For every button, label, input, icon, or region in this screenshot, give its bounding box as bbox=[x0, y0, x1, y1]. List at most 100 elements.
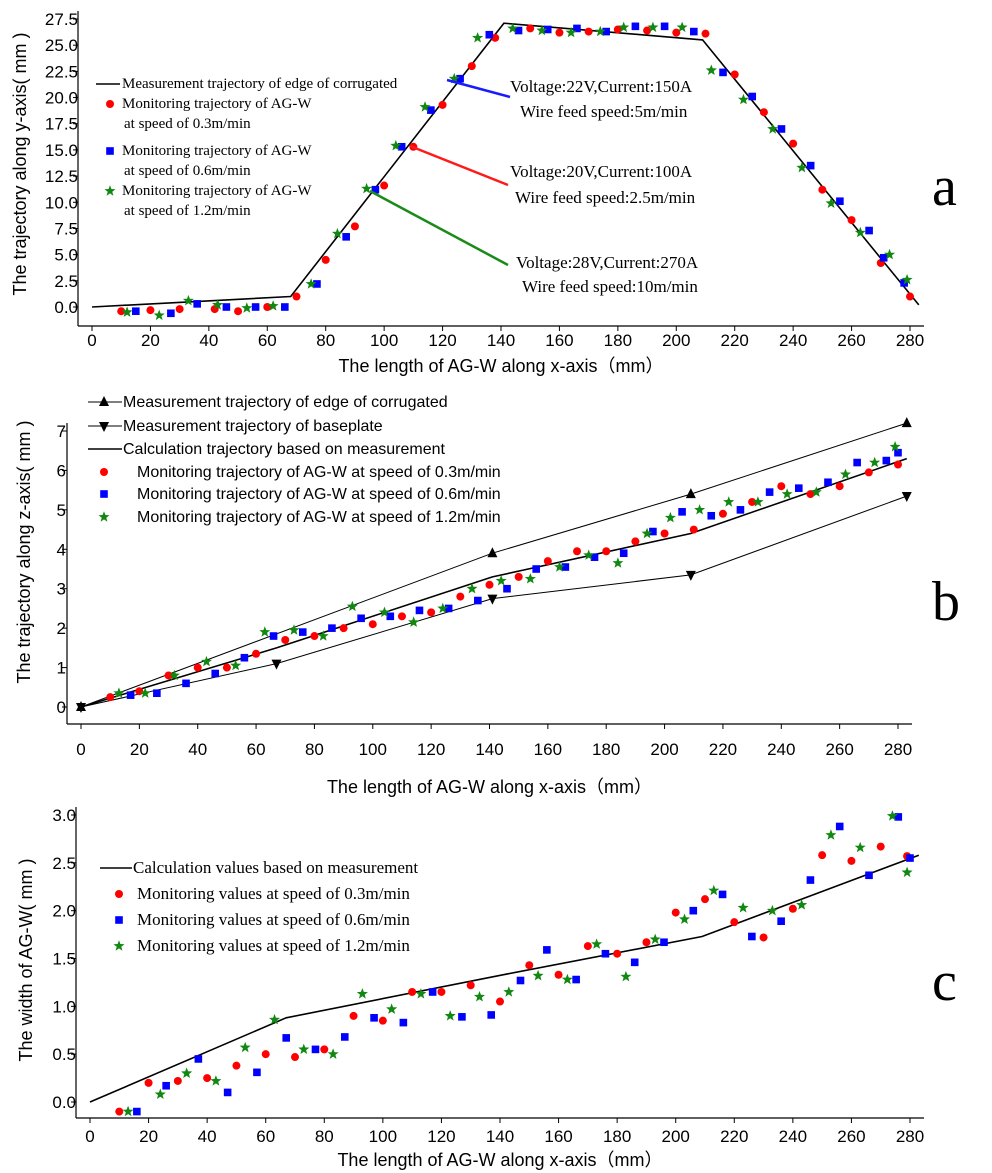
y-tick-label: 22.5 bbox=[45, 62, 78, 81]
data-point-square bbox=[313, 280, 321, 288]
data-point-circle bbox=[730, 70, 739, 79]
data-point-square bbox=[223, 1088, 232, 1097]
data-point-square bbox=[514, 26, 523, 35]
data-point-square bbox=[340, 1033, 349, 1041]
data-point-star bbox=[854, 841, 866, 853]
data-point-star bbox=[474, 991, 485, 1002]
panel-b-chart: 0 20 40 60 80 100 120 140 160 180 200 220 240 260 280 0… bbox=[14, 394, 912, 797]
legend-label: at speed of 0.3m/min bbox=[124, 116, 251, 132]
data-point-circle bbox=[339, 624, 348, 633]
x-tick-label: 20 bbox=[141, 331, 160, 350]
annotation-text: Voltage:28V,Current:270A bbox=[516, 253, 699, 272]
y-tick-label: 25.0 bbox=[45, 36, 78, 55]
data-point-star bbox=[536, 24, 548, 36]
data-point-circle bbox=[864, 468, 873, 477]
legend-label: Measurement trajectory of baseplate bbox=[123, 418, 383, 435]
data-point-star bbox=[738, 93, 749, 105]
data-point-star bbox=[317, 630, 329, 641]
data-point-circle bbox=[203, 1074, 212, 1083]
data-point-star bbox=[121, 306, 133, 317]
data-point-circle bbox=[380, 181, 389, 190]
measurement-point-up bbox=[901, 417, 912, 428]
data-point-square bbox=[719, 68, 727, 77]
data-point-square bbox=[357, 614, 365, 623]
data-point-circle bbox=[496, 997, 504, 1006]
data-point-star bbox=[331, 227, 343, 239]
data-point-star bbox=[620, 970, 632, 982]
x-tick-label: 180 bbox=[603, 1127, 631, 1146]
series-line bbox=[80, 422, 907, 708]
data-point-star bbox=[766, 904, 778, 916]
data-point-square bbox=[590, 553, 599, 561]
data-point-square bbox=[162, 1081, 170, 1090]
data-point-square bbox=[397, 142, 406, 151]
data-point-circle bbox=[689, 525, 698, 534]
data-point-square bbox=[601, 949, 610, 958]
x-tick-label: 40 bbox=[199, 331, 218, 350]
y-tick-label: 2.0 bbox=[52, 902, 76, 921]
data-point-square bbox=[689, 906, 698, 915]
x-tick-label: 200 bbox=[650, 740, 678, 759]
data-point-circle bbox=[514, 572, 523, 581]
data-point-square bbox=[765, 488, 774, 496]
data-point-square bbox=[865, 226, 873, 235]
data-point-circle bbox=[135, 687, 144, 696]
annotation-leader-line bbox=[446, 78, 511, 99]
data-point-star bbox=[561, 973, 573, 985]
data-point-star bbox=[182, 294, 194, 306]
data-point-circle bbox=[894, 460, 902, 469]
x-tick-label: 240 bbox=[779, 1127, 807, 1146]
data-point-square bbox=[649, 527, 657, 536]
y-tick-label: 5.0 bbox=[54, 246, 78, 265]
data-point-square bbox=[503, 584, 511, 593]
data-point-star bbox=[641, 527, 653, 539]
data-point-circle bbox=[573, 547, 582, 556]
y-tick-label: 0.5 bbox=[52, 1045, 76, 1064]
data-point-square bbox=[806, 161, 815, 170]
legend-marker-square bbox=[106, 147, 114, 155]
data-point-circle bbox=[613, 25, 622, 34]
data-point-circle bbox=[718, 509, 727, 518]
x-tick-label: 20 bbox=[130, 740, 149, 759]
data-point-square bbox=[399, 1018, 408, 1027]
data-point-circle bbox=[173, 1076, 182, 1085]
data-point-square bbox=[194, 1055, 203, 1063]
x-tick-label: 220 bbox=[721, 331, 749, 350]
data-point-star bbox=[594, 25, 606, 37]
x-tick-label: 80 bbox=[305, 740, 324, 759]
data-point-circle bbox=[427, 608, 436, 617]
y-tick-label: 2.5 bbox=[54, 272, 78, 291]
measurement-point-down bbox=[487, 594, 498, 605]
data-point-circle bbox=[437, 987, 446, 996]
legend-label: Monitoring trajectory of AG-W at speed o… bbox=[137, 509, 501, 526]
data-point-square bbox=[906, 854, 914, 862]
data-point-circle bbox=[671, 908, 680, 917]
y-tick-label: 17.5 bbox=[45, 115, 78, 134]
data-point-circle bbox=[525, 961, 534, 970]
data-point-star bbox=[288, 624, 300, 635]
data-point-square bbox=[444, 604, 453, 613]
data-point-star bbox=[239, 1041, 251, 1053]
y-tick-label: 3.0 bbox=[52, 806, 76, 825]
annotation-leader-line bbox=[369, 189, 509, 267]
y-tick-label: 3 bbox=[57, 580, 66, 599]
data-point-star bbox=[139, 687, 151, 698]
data-point-star bbox=[664, 511, 676, 523]
y-tick-label: 2 bbox=[57, 619, 66, 638]
data-point-star bbox=[679, 913, 690, 924]
data-point-star bbox=[181, 1067, 193, 1078]
data-point-square bbox=[678, 508, 686, 516]
data-point-square bbox=[660, 22, 669, 31]
data-point-star bbox=[796, 899, 808, 910]
x-tick-label: 20 bbox=[139, 1127, 158, 1146]
data-point-circle bbox=[818, 185, 827, 194]
x-tick-label: 100 bbox=[370, 331, 398, 350]
annotation-leader-line bbox=[409, 144, 509, 187]
data-point-circle bbox=[193, 663, 202, 672]
data-point-star bbox=[554, 561, 565, 572]
data-point-circle bbox=[701, 895, 709, 904]
x-tick-label: 280 bbox=[884, 740, 912, 759]
data-point-circle bbox=[788, 904, 797, 913]
data-point-square bbox=[630, 958, 639, 967]
data-point-square bbox=[777, 917, 785, 925]
